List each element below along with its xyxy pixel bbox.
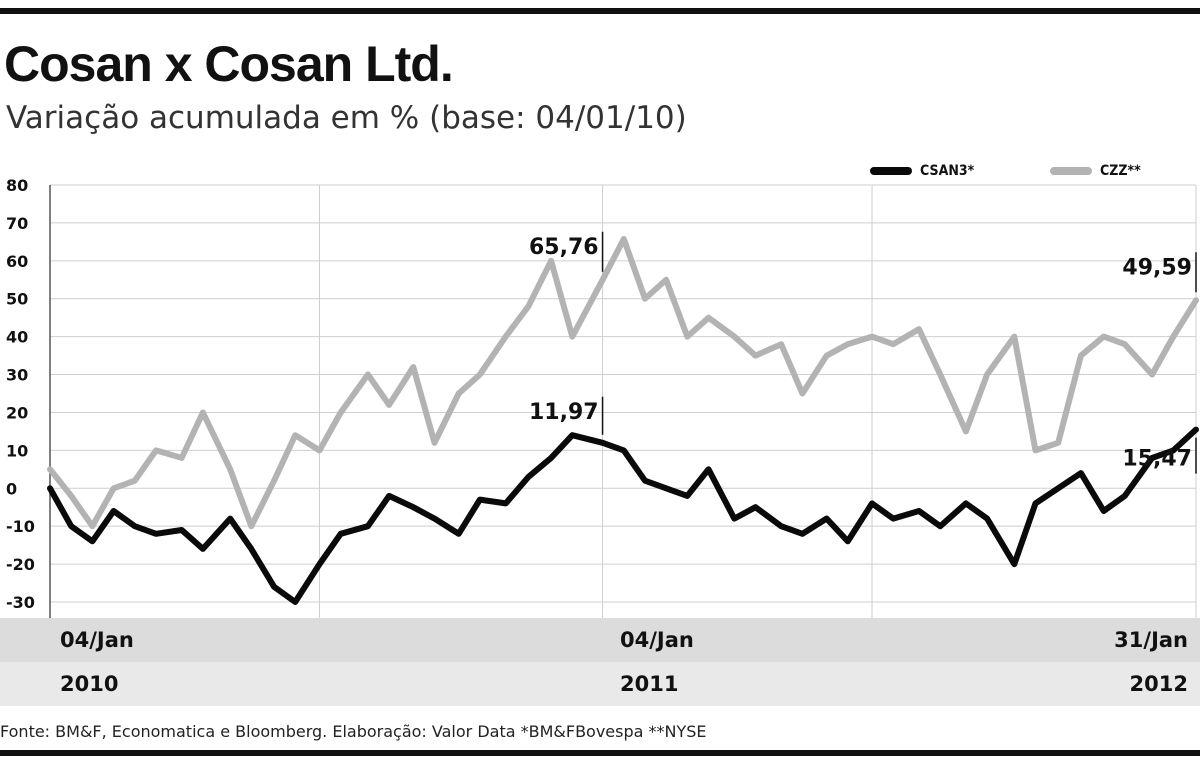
bottom-rule: [0, 750, 1200, 756]
legend-item-csan3: CSAN3*: [870, 160, 974, 182]
top-rule: [0, 8, 1200, 14]
y-tick-label: -30: [6, 593, 35, 612]
chart-subtitle: Variação acumulada em % (base: 04/01/10): [6, 100, 687, 136]
annotation-label: 49,59: [1122, 255, 1192, 280]
x-label-year-2011: 2011: [620, 672, 679, 696]
y-tick-label: -10: [6, 517, 35, 536]
series-line-csan3: [47, 426, 1199, 605]
annotation-label: 11,97: [529, 400, 599, 425]
x-label-date-end: 31/Jan: [1114, 628, 1188, 652]
y-tick-label: 60: [6, 252, 28, 271]
legend-swatch-csan3: [870, 167, 912, 175]
y-tick-label: -20: [6, 555, 35, 574]
x-axis-date-row: 04/Jan 04/Jan 31/Jan: [0, 618, 1200, 662]
y-tick-label: 70: [6, 214, 28, 233]
source-note: Fonte: BM&F, Economatica e Bloomberg. El…: [0, 722, 707, 741]
y-tick-label: 0: [6, 479, 17, 498]
legend-item-czz: CZZ**: [1050, 160, 1141, 182]
y-tick-label: 20: [6, 403, 28, 422]
y-tick-label: 40: [6, 328, 28, 347]
y-tick-label: 50: [6, 290, 28, 309]
y-tick-label: 10: [6, 441, 28, 460]
chart-title: Cosan x Cosan Ltd.: [4, 36, 454, 92]
x-axis-year-row: 2010 2011 2012: [0, 662, 1200, 706]
series-line-czz: [47, 236, 1199, 530]
line-chart: 80 70 60 50 40 30 20 10 0 -10 -20 -30 65,76 11,97 49,5…: [6, 176, 1199, 618]
annotation-label: 15,47: [1122, 447, 1192, 472]
legend-label-csan3: CSAN3*: [920, 163, 975, 179]
legend-swatch-czz: [1050, 167, 1092, 175]
legend-label-czz: CZZ**: [1100, 163, 1141, 179]
x-label-year-2012: 2012: [1129, 672, 1188, 696]
y-tick-label: 30: [6, 366, 28, 385]
y-tick-label: 80: [6, 176, 28, 195]
x-label-year-2010: 2010: [60, 672, 119, 696]
x-label-date-mid: 04/Jan: [620, 628, 694, 652]
x-label-date-start: 04/Jan: [60, 628, 134, 652]
annotation-label: 65,76: [529, 235, 599, 260]
